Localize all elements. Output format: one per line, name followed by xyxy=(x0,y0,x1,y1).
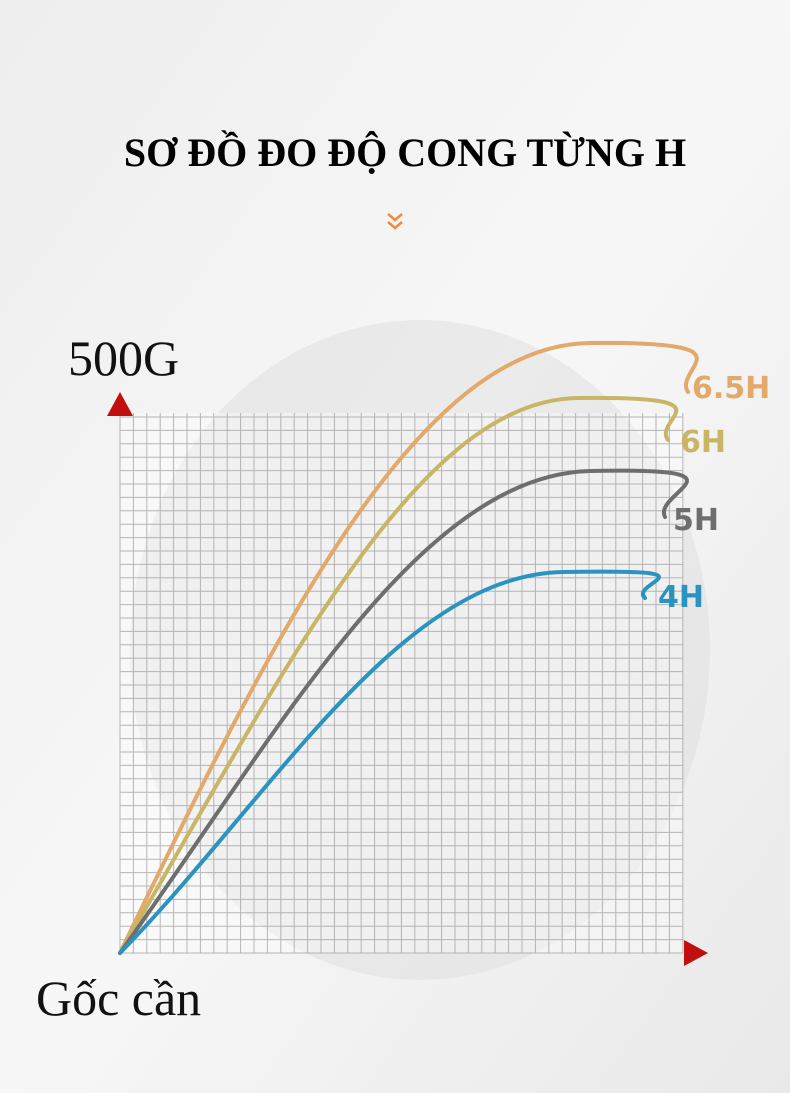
chevron xyxy=(387,213,403,230)
curve-label: 6H xyxy=(680,425,726,460)
curve-label: 4H xyxy=(658,580,704,615)
y-arrow xyxy=(107,392,133,416)
x-axis-label: Gốc cần xyxy=(36,970,201,1026)
curve-4h xyxy=(118,569,661,955)
curve-5h xyxy=(118,468,689,955)
grid xyxy=(119,413,684,954)
curve-label: 6.5H xyxy=(692,371,770,406)
y-axis-label: 500G xyxy=(68,330,179,386)
watermark xyxy=(130,320,710,980)
x-arrow xyxy=(684,940,708,966)
curve-6-5h xyxy=(118,340,699,955)
curve-6h xyxy=(118,395,679,955)
curve-label: 5H xyxy=(673,503,719,538)
title: SƠ ĐỒ ĐO ĐỘ CONG TỪNG H xyxy=(124,129,686,175)
